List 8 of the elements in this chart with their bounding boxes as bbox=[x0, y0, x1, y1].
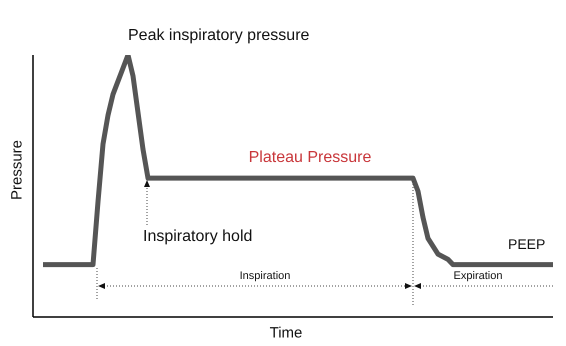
annotation: PEEP bbox=[508, 236, 546, 252]
annotation: Plateau Pressure bbox=[248, 149, 372, 167]
text: Peak inspiratory pressure bbox=[128, 27, 310, 45]
annotation: Inspiratory hold bbox=[143, 228, 252, 246]
y-axis-title: Pressure bbox=[8, 140, 26, 200]
annotation: Expiration bbox=[454, 270, 502, 282]
annotation: Inspiration bbox=[240, 270, 290, 282]
x-axis-title: Time bbox=[270, 324, 302, 342]
